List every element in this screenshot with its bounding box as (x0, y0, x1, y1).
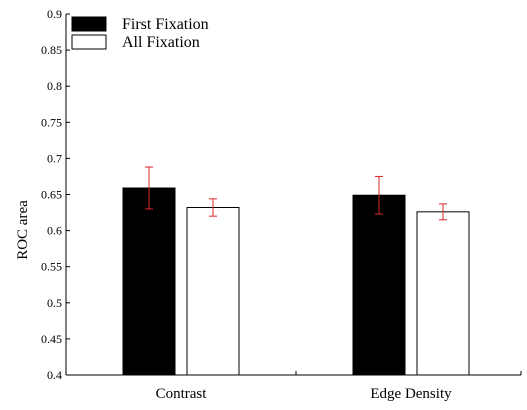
legend-label: First Fixation (122, 16, 209, 33)
bar-first-fixation (352, 194, 406, 376)
legend-swatch-all-fixation (71, 34, 107, 50)
y-tick-label: 0.7 (47, 151, 62, 165)
y-tick-label: 0.9 (47, 7, 62, 21)
y-tick-label: 0.75 (41, 115, 62, 129)
error-bars (145, 166, 447, 221)
bar-all-fixation (186, 206, 240, 376)
y-tick-label: 0.6 (47, 224, 62, 238)
y-axis-label: ROC area (15, 200, 31, 260)
legend-swatch-first-fixation (71, 16, 107, 32)
y-tick-label: 0.45 (41, 332, 62, 346)
x-category-label: Edge Density (370, 386, 452, 402)
y-tick-label: 0.5 (47, 296, 62, 310)
bar-first-fixation (122, 187, 176, 376)
y-tick-label: 0.85 (41, 43, 62, 57)
x-category-label: Contrast (156, 386, 208, 402)
bars (122, 187, 470, 376)
y-tick-label: 0.55 (41, 260, 62, 274)
y-tick-label: 0.8 (47, 79, 62, 93)
legend-label: All Fixation (122, 34, 200, 51)
bar-all-fixation (416, 211, 470, 376)
y-tick-label: 0.65 (41, 188, 62, 202)
axes: 0.4 0.45 0.5 0.55 0.6 0.65 0.7 0.75 0.8 0.85 0.9 Co… (41, 7, 522, 402)
y-tick-label: 0.4 (47, 368, 62, 382)
